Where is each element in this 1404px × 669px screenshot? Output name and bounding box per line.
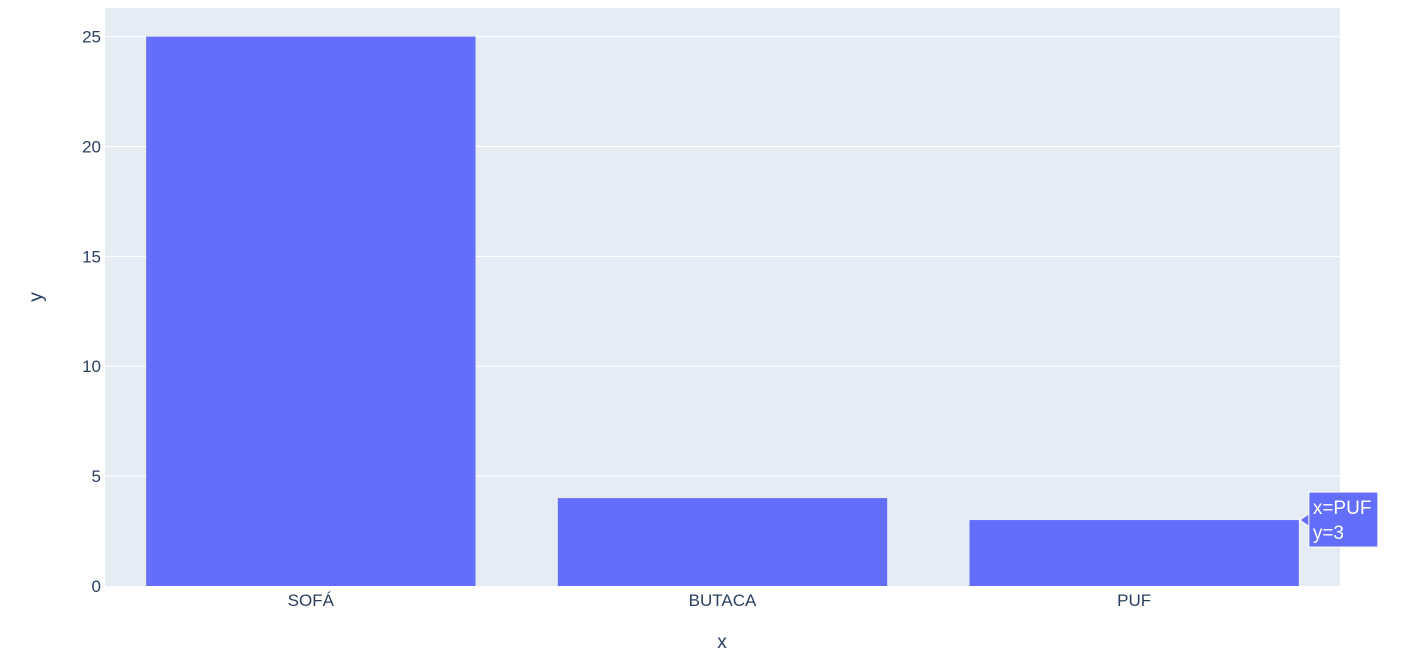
bar[interactable] — [557, 498, 888, 586]
x-tick-label: PUF — [1117, 591, 1151, 610]
x-tick-labels: SOFÁ BUTACA PUF — [288, 591, 1151, 610]
x-tick-label: BUTACA — [689, 591, 757, 610]
bars — [146, 36, 1299, 587]
y-axis-title: y — [26, 292, 47, 302]
y-tick-labels: 0 5 10 15 20 25 — [82, 28, 101, 596]
bar[interactable] — [146, 36, 476, 587]
y-tick-label: 10 — [82, 357, 101, 376]
y-tick-label: 0 — [92, 577, 101, 596]
y-tick-label: 15 — [82, 247, 101, 266]
hover-x-label: x=PUF — [1313, 498, 1372, 519]
y-tick-label: 25 — [82, 28, 101, 47]
x-tick-label: SOFÁ — [288, 591, 335, 610]
hover-y-label: y=3 — [1313, 523, 1344, 544]
x-axis-title: x — [717, 632, 727, 653]
y-tick-label: 20 — [82, 137, 101, 156]
bar[interactable] — [969, 520, 1299, 586]
hover-tooltip: x=PUF y=3 — [1298, 491, 1379, 548]
y-tick-label: 5 — [92, 467, 101, 486]
hover-tooltip-box — [1308, 491, 1379, 548]
